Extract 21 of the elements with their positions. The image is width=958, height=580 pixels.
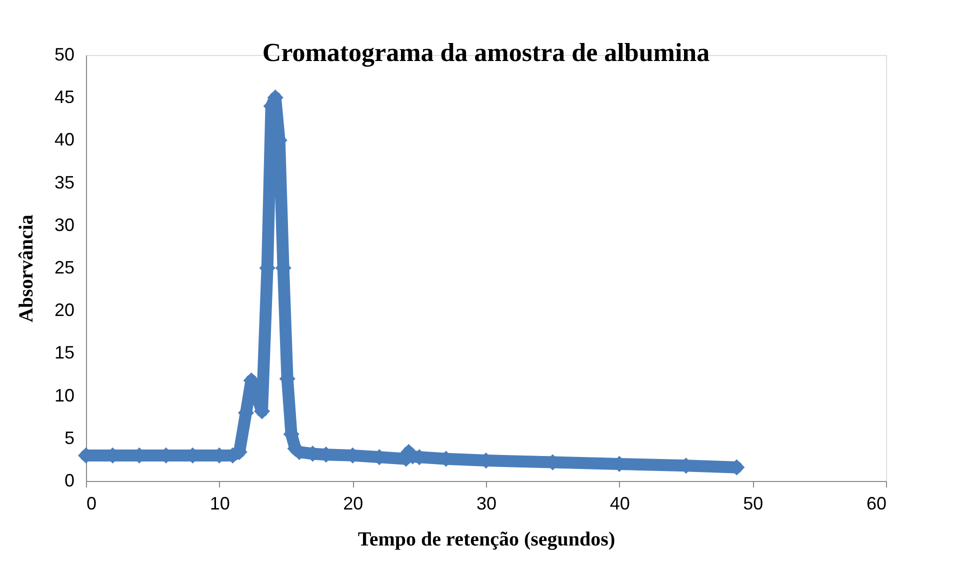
x-tick-label: 60 <box>866 494 886 514</box>
x-tick-label: 20 <box>343 494 364 514</box>
y-tick-label: 30 <box>54 214 74 235</box>
y-tick-label: 35 <box>54 172 74 192</box>
y-axis-title: Absorvância <box>15 214 38 322</box>
y-tick-label: 0 <box>64 470 74 490</box>
y-tick-label: 15 <box>54 342 74 363</box>
y-tick-label: 40 <box>54 130 74 150</box>
x-tick-label: 0 <box>86 494 97 514</box>
x-axis-title: Tempo de retenção (segundos) <box>358 528 616 550</box>
x-tick-label: 40 <box>610 494 630 514</box>
y-tick-label: 20 <box>54 300 74 320</box>
y-tick-label: 25 <box>54 258 74 278</box>
chart-title: Cromatograma da amostra de albumina <box>262 38 710 67</box>
x-tick-label: 10 <box>210 494 230 514</box>
y-tick-label: 50 <box>54 44 74 64</box>
y-tick-label: 5 <box>64 428 74 448</box>
y-tick-label: 10 <box>54 385 74 406</box>
x-tick-label: 30 <box>476 494 497 514</box>
y-tick-label: 45 <box>54 87 74 108</box>
x-tick-label: 50 <box>743 494 764 514</box>
